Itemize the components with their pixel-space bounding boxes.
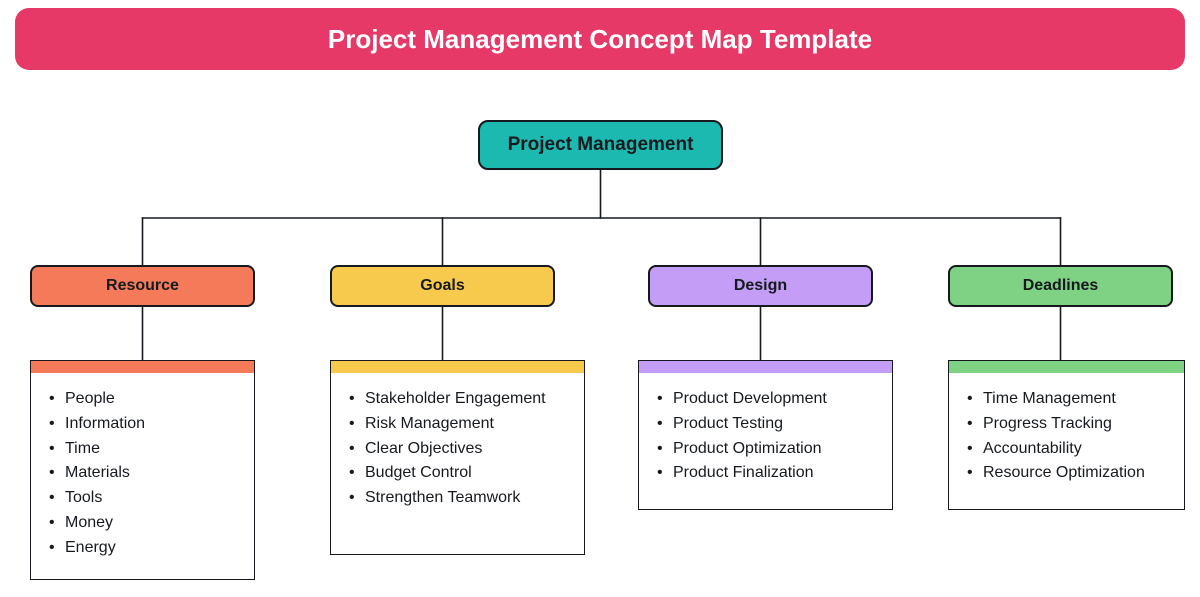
detail-item: Product Finalization (657, 461, 874, 486)
detail-item: Materials (49, 461, 236, 486)
detail-strip (949, 361, 1184, 373)
detail-item: Budget Control (349, 461, 566, 486)
detail-item: Product Optimization (657, 437, 874, 462)
detail-item: Information (49, 412, 236, 437)
title-banner: Project Management Concept Map Template (15, 8, 1185, 70)
branch-label: Goals (420, 277, 464, 295)
root-node: Project Management (478, 120, 723, 170)
detail-list: Product DevelopmentProduct TestingProduc… (639, 373, 892, 502)
branch-node-resource: Resource (30, 265, 255, 307)
detail-strip (331, 361, 584, 373)
branch-node-deadlines: Deadlines (948, 265, 1173, 307)
detail-list: PeopleInformationTimeMaterialsToolsMoney… (31, 373, 254, 577)
detail-strip (639, 361, 892, 373)
branch-node-goals: Goals (330, 265, 555, 307)
detail-item: Clear Objectives (349, 437, 566, 462)
detail-box-goals: Stakeholder EngagementRisk ManagementCle… (330, 360, 585, 555)
detail-item: Tools (49, 486, 236, 511)
detail-item: Time Management (967, 387, 1166, 412)
detail-item: Product Development (657, 387, 874, 412)
branch-label: Deadlines (1023, 277, 1099, 295)
detail-item: People (49, 387, 236, 412)
detail-list: Stakeholder EngagementRisk ManagementCle… (331, 373, 584, 527)
detail-item: Accountability (967, 437, 1166, 462)
title-text: Project Management Concept Map Template (328, 24, 872, 55)
branch-node-design: Design (648, 265, 873, 307)
detail-item: Energy (49, 536, 236, 561)
detail-strip (31, 361, 254, 373)
detail-item: Time (49, 437, 236, 462)
detail-box-resource: PeopleInformationTimeMaterialsToolsMoney… (30, 360, 255, 580)
detail-item: Risk Management (349, 412, 566, 437)
detail-item: Resource Optimization (967, 461, 1166, 486)
detail-item: Product Testing (657, 412, 874, 437)
detail-item: Stakeholder Engagement (349, 387, 566, 412)
detail-box-design: Product DevelopmentProduct TestingProduc… (638, 360, 893, 510)
detail-item: Money (49, 511, 236, 536)
branch-label: Resource (106, 277, 179, 295)
root-label: Project Management (508, 134, 694, 156)
detail-list: Time ManagementProgress TrackingAccounta… (949, 373, 1184, 502)
branch-label: Design (734, 277, 787, 295)
detail-item: Progress Tracking (967, 412, 1166, 437)
detail-box-deadlines: Time ManagementProgress TrackingAccounta… (948, 360, 1185, 510)
detail-item: Strengthen Teamwork (349, 486, 566, 511)
